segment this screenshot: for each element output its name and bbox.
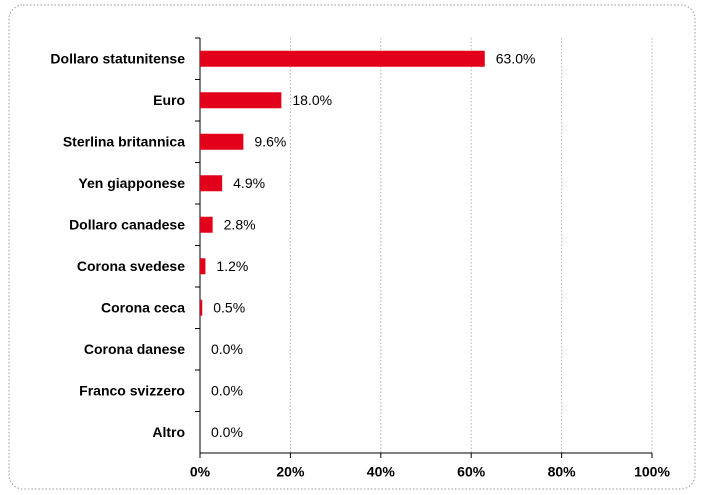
frame xyxy=(8,4,696,490)
x-tick-label: 40% xyxy=(367,464,396,480)
bar xyxy=(200,175,223,192)
data-label: 9.6% xyxy=(254,133,286,149)
data-label: 63.0% xyxy=(496,50,536,66)
data-label: 18.0% xyxy=(292,92,332,108)
data-label: 0.0% xyxy=(211,424,243,440)
x-tick-label: 100% xyxy=(634,464,670,480)
data-label: 0.0% xyxy=(211,382,243,398)
y-tick-label: Altro xyxy=(152,424,185,440)
bar xyxy=(200,216,213,233)
y-tick-label: Corona svedese xyxy=(77,258,185,274)
y-tick-label: Corona ceca xyxy=(101,299,185,315)
x-tick-label: 60% xyxy=(457,464,486,480)
y-tick-label: Dollaro canadese xyxy=(69,216,185,232)
data-label: 1.2% xyxy=(216,258,248,274)
x-tick-label: 20% xyxy=(276,464,305,480)
x-tick-label: 80% xyxy=(548,464,577,480)
y-tick-label: Yen giapponese xyxy=(78,175,185,191)
y-tick-label: Sterlina britannica xyxy=(63,133,185,149)
data-label: 2.8% xyxy=(224,216,256,232)
bar xyxy=(200,50,485,67)
bar xyxy=(200,92,282,109)
x-tick-label: 0% xyxy=(190,464,211,480)
y-tick-label: Corona danese xyxy=(84,341,185,357)
y-tick-label: Euro xyxy=(153,92,185,108)
bar xyxy=(200,258,206,275)
data-label: 4.9% xyxy=(233,175,265,191)
data-label: 0.5% xyxy=(213,299,245,315)
data-label: 0.0% xyxy=(211,341,243,357)
bar xyxy=(200,299,203,316)
bar xyxy=(200,133,244,150)
y-tick-label: Dollaro statunitense xyxy=(50,50,185,66)
y-tick-label: Franco svizzero xyxy=(79,382,185,398)
